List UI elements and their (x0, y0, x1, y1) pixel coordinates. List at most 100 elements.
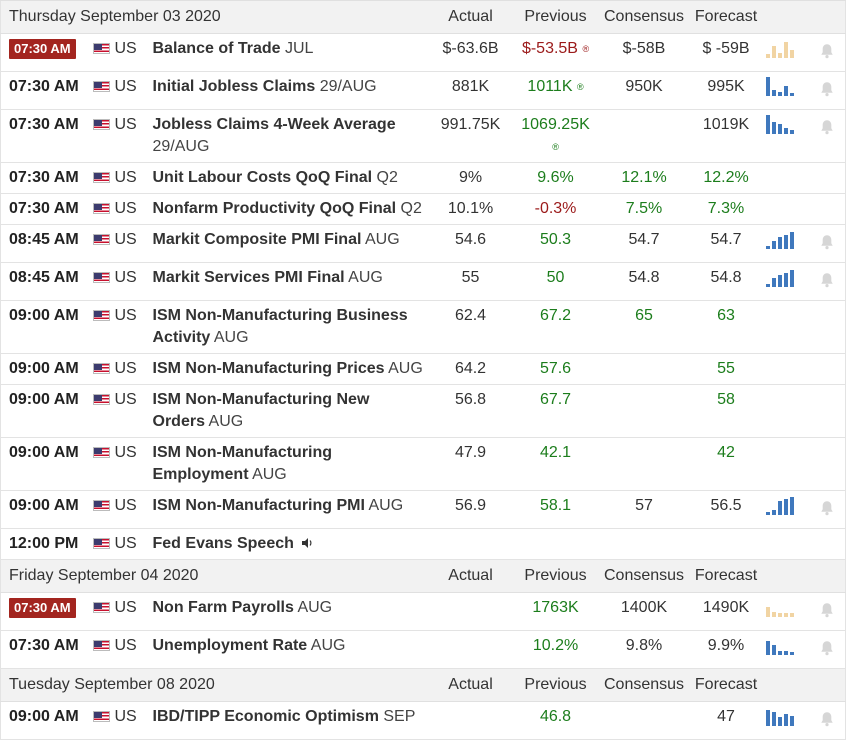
event-cell[interactable]: ISM Non-Manufacturing Business Activity … (144, 300, 431, 354)
event-name-link[interactable]: Jobless Claims 4-Week Average (152, 116, 396, 133)
event-cell[interactable]: ISM Non-Manufacturing Employment AUG (144, 437, 431, 491)
event-row[interactable]: 12:00 PM US Fed Evans Speech (0, 528, 846, 560)
event-name-link[interactable]: Nonfarm Productivity QoQ Final (152, 200, 397, 217)
us-flag-icon (92, 172, 110, 183)
us-flag-icon (92, 81, 110, 92)
event-row[interactable]: 07:30 AM US Non Farm Payrolls AUG 1763K 1400… (0, 592, 846, 631)
sparkline-bar (765, 607, 770, 617)
event-cell[interactable]: Balance of Trade JUL (144, 33, 431, 72)
event-cell[interactable]: Markit Services PMI Final AUG (144, 262, 431, 301)
column-header-consensus: Consensus (600, 668, 688, 702)
event-period: 29/AUG (319, 78, 377, 95)
event-row[interactable]: 08:45 AM US Markit Composite PMI Final AUG… (0, 224, 846, 263)
event-cell[interactable]: ISM Non-Manufacturing Prices AUG (144, 353, 431, 385)
event-name-link[interactable]: Balance of Trade (152, 40, 281, 57)
bell-icon[interactable] (820, 602, 834, 618)
event-row[interactable]: 07:30 AM US Unemployment Rate AUG 10.2% 9.8%… (0, 630, 846, 669)
event-name-link[interactable]: Fed Evans Speech (152, 535, 294, 552)
bell-icon[interactable] (820, 119, 834, 135)
sparkline-bar (783, 273, 788, 287)
event-cell[interactable]: Unit Labour Costs QoQ Final Q2 (144, 162, 431, 194)
bell-icon[interactable] (820, 640, 834, 656)
sparkline-bar (789, 270, 794, 287)
sparkline-icon[interactable] (765, 598, 794, 617)
country-cell: US (92, 437, 145, 491)
event-row[interactable]: 09:00 AM US IBD/TIPP Economic Optimism SEP… (0, 701, 846, 740)
event-cell[interactable]: Nonfarm Productivity QoQ Final Q2 (144, 193, 431, 225)
bell-icon[interactable] (820, 711, 834, 727)
bell-icon[interactable] (820, 500, 834, 516)
sparkline-bar (777, 237, 782, 249)
country-code: US (114, 169, 137, 186)
event-cell[interactable]: Jobless Claims 4-Week Average 29/AUG (144, 109, 431, 163)
event-cell[interactable]: Markit Composite PMI Final AUG (144, 224, 431, 263)
event-row[interactable]: 07:30 AM US Unit Labour Costs QoQ Final Q2… (0, 162, 846, 194)
column-header-actual: Actual (430, 0, 511, 34)
alert-cell (808, 384, 846, 438)
bell-icon[interactable] (820, 234, 834, 250)
event-name-link[interactable]: Markit Services PMI Final (152, 269, 345, 286)
event-row[interactable]: 09:00 AM US ISM Non-Manufacturing New Orde… (0, 384, 846, 438)
event-name-link[interactable]: ISM Non-Manufacturing Business Activity (152, 307, 408, 346)
event-cell[interactable]: Non Farm Payrolls AUG (144, 592, 431, 631)
event-cell[interactable]: ISM Non-Manufacturing New Orders AUG (144, 384, 431, 438)
event-name-link[interactable]: ISM Non-Manufacturing Employment (152, 444, 333, 483)
event-row[interactable]: 07:30 AM US Initial Jobless Claims 29/AUG 8… (0, 71, 846, 110)
event-cell[interactable]: Unemployment Rate AUG (144, 630, 431, 669)
event-name-link[interactable]: ISM Non-Manufacturing Prices (152, 360, 385, 377)
previous-value: -0.3% (534, 200, 577, 217)
event-cell[interactable]: Initial Jobless Claims 29/AUG (144, 71, 431, 110)
event-name-link[interactable]: IBD/TIPP Economic Optimism (152, 708, 379, 725)
event-name-link[interactable]: Unemployment Rate (152, 637, 308, 654)
sparkline-icon[interactable] (765, 115, 794, 134)
event-row[interactable]: 07:30 AM US Nonfarm Productivity QoQ Final… (0, 193, 846, 225)
event-cell[interactable]: ISM Non-Manufacturing PMI AUG (144, 490, 431, 529)
event-cell[interactable]: IBD/TIPP Economic Optimism SEP (144, 701, 431, 740)
event-cell[interactable]: Fed Evans Speech (144, 528, 431, 560)
event-time-cell: 07:30 AM (0, 109, 93, 163)
sparkline-icon[interactable] (765, 707, 794, 726)
sparkline-icon[interactable] (765, 39, 794, 58)
event-time: 07:30 AM (9, 169, 79, 186)
sparkline-bar (765, 246, 770, 249)
alert-cell (808, 592, 846, 631)
sparkline-icon[interactable] (765, 230, 794, 249)
event-row[interactable]: 07:30 AM US Balance of Trade JUL $-63.6B $-5… (0, 33, 846, 72)
country-cell: US (92, 224, 145, 263)
bell-icon[interactable] (820, 272, 834, 288)
sparkline-icon[interactable] (765, 77, 794, 96)
previous-value: 9.6% (537, 169, 574, 186)
event-name-link[interactable]: Unit Labour Costs QoQ Final (152, 169, 373, 186)
country-cell: US (92, 109, 145, 163)
sparkline-icon[interactable] (765, 636, 794, 655)
sparkline-bar (777, 53, 782, 58)
event-row[interactable]: 09:00 AM US ISM Non-Manufacturing Business… (0, 300, 846, 354)
actual-value: $-63.6B (430, 33, 511, 72)
sparkline-icon[interactable] (765, 496, 794, 515)
event-name-link[interactable]: Non Farm Payrolls (152, 599, 294, 616)
event-period: AUG (208, 413, 244, 430)
event-name-link[interactable]: Markit Composite PMI Final (152, 231, 362, 248)
event-row[interactable]: 08:45 AM US Markit Services PMI Final AUG 5… (0, 262, 846, 301)
event-row[interactable]: 09:00 AM US ISM Non-Manufacturing Employme… (0, 437, 846, 491)
bell-icon[interactable] (820, 43, 834, 59)
event-row[interactable]: 07:30 AM US Jobless Claims 4-Week Average … (0, 109, 846, 163)
consensus-value (600, 701, 688, 740)
country-cell: US (92, 701, 145, 740)
sparkline-bar (771, 612, 776, 617)
bell-icon[interactable] (820, 81, 834, 97)
consensus-value (600, 353, 688, 385)
chart-cell (764, 109, 809, 163)
header-spacer (808, 668, 846, 702)
event-row[interactable]: 09:00 AM US ISM Non-Manufacturing PMI AUG 5… (0, 490, 846, 529)
event-name-link[interactable]: ISM Non-Manufacturing New Orders (152, 391, 370, 430)
sparkline-icon[interactable] (765, 268, 794, 287)
sparkline-bar (789, 93, 794, 96)
chart-cell (764, 193, 809, 225)
event-row[interactable]: 09:00 AM US ISM Non-Manufacturing Prices A… (0, 353, 846, 385)
chart-cell (764, 528, 809, 560)
event-name-link[interactable]: Initial Jobless Claims (152, 78, 316, 95)
event-name-link[interactable]: ISM Non-Manufacturing PMI (152, 497, 365, 514)
us-flag-icon (92, 363, 110, 374)
event-time: 09:00 AM (9, 497, 79, 514)
